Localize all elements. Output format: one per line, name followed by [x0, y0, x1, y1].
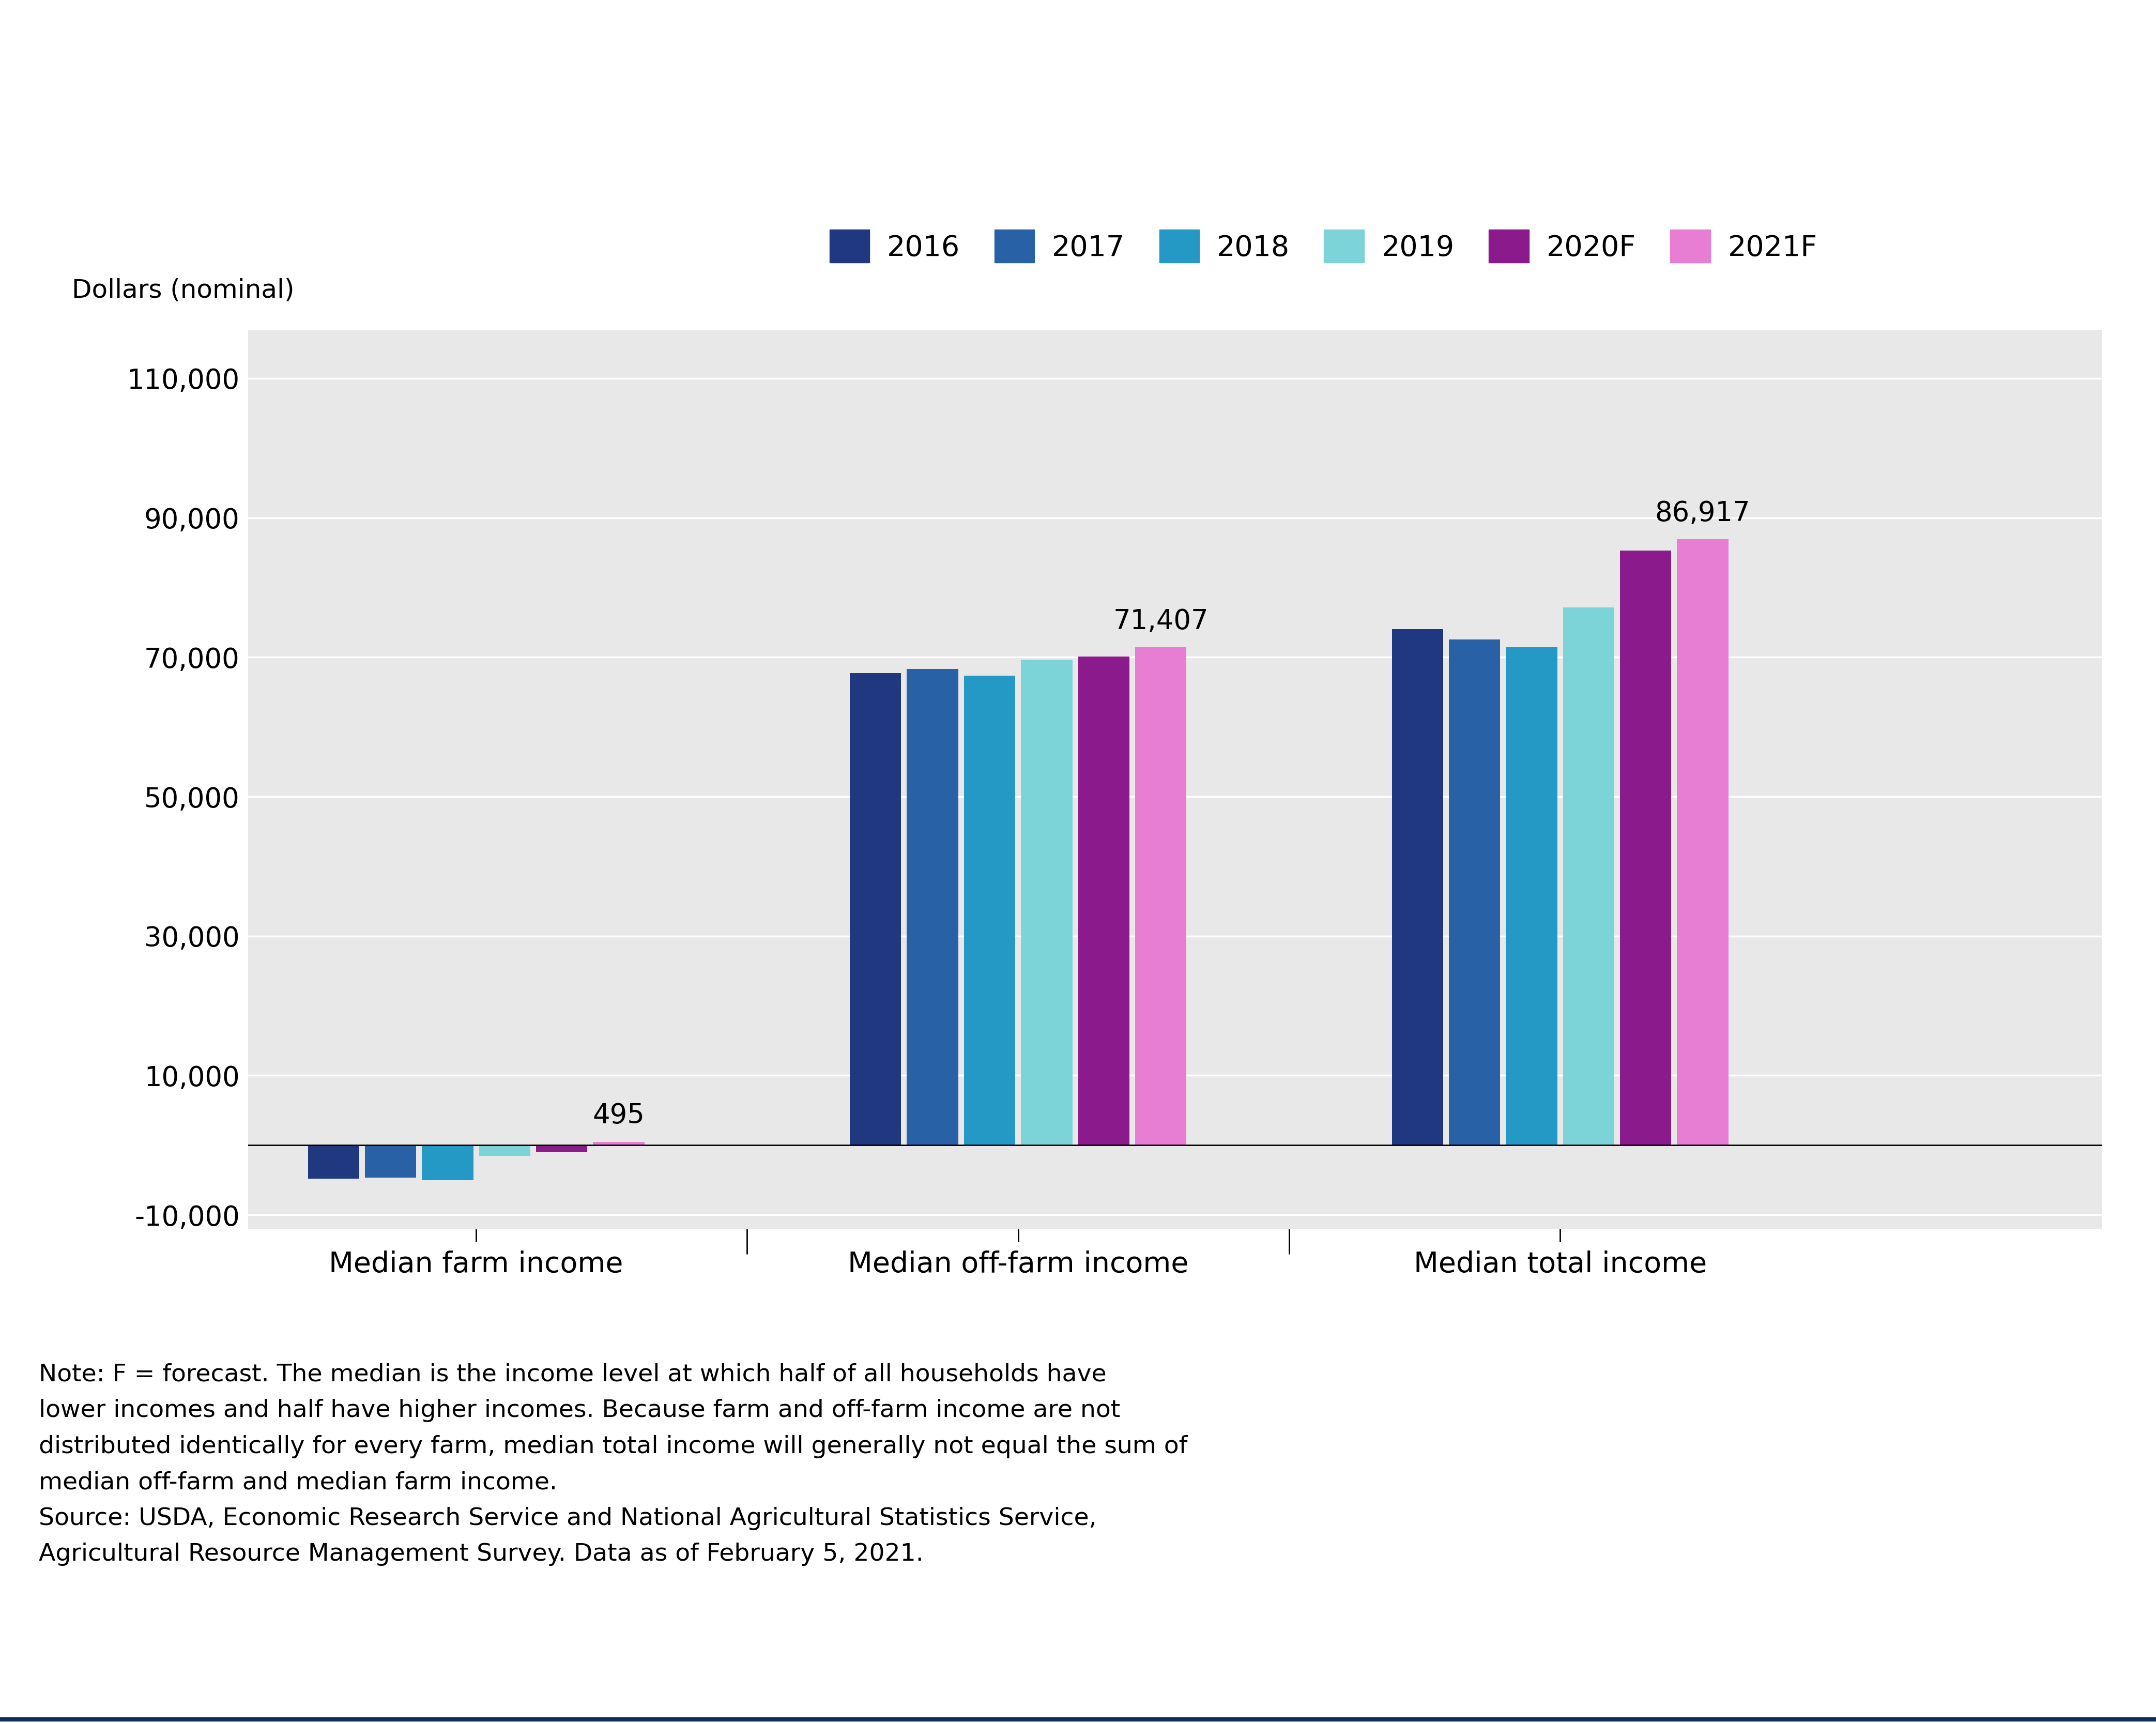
Bar: [964, 675, 1015, 1146]
Bar: [593, 1142, 645, 1146]
Bar: [308, 1146, 360, 1179]
Bar: [1393, 629, 1442, 1146]
Bar: [849, 674, 901, 1146]
Text: Dollars (nominal): Dollars (nominal): [71, 277, 295, 303]
Bar: [537, 1146, 586, 1151]
Bar: [1563, 606, 1615, 1146]
Text: 86,917: 86,917: [1656, 500, 1751, 527]
Text: 71,407: 71,407: [1112, 608, 1210, 634]
Bar: [364, 1146, 416, 1177]
Bar: [1449, 639, 1501, 1146]
Bar: [1134, 648, 1186, 1146]
Bar: [1078, 656, 1130, 1146]
Bar: [423, 1146, 474, 1180]
Bar: [908, 669, 957, 1146]
Text: Median farm income, median off-farm income, and median total: Median farm income, median off-farm inco…: [39, 33, 1595, 74]
Bar: [1022, 660, 1072, 1146]
Text: Note: F = forecast. The median is the income level at which half of all househol: Note: F = forecast. The median is the in…: [39, 1363, 1188, 1566]
Bar: [1505, 648, 1557, 1146]
Bar: [1677, 539, 1729, 1146]
Bar: [479, 1146, 530, 1156]
Text: income of farm operator households, 2016–21F: income of farm operator households, 2016…: [39, 117, 1188, 159]
Legend: 2016, 2017, 2018, 2019, 2020F, 2021F: 2016, 2017, 2018, 2019, 2020F, 2021F: [817, 219, 1828, 274]
Text: 495: 495: [593, 1103, 645, 1129]
Bar: [1619, 551, 1671, 1146]
